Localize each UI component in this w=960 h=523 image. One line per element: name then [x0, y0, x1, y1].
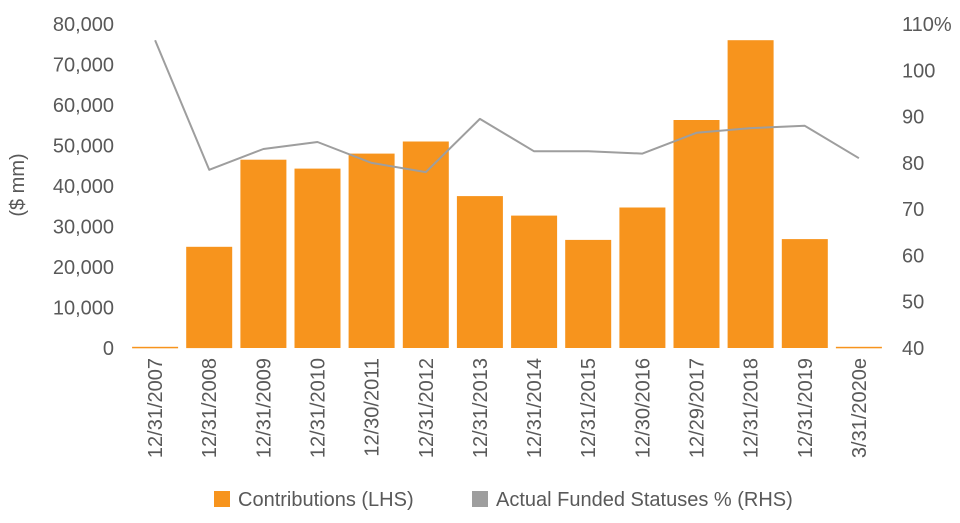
right-tick-label: 90: [902, 107, 924, 129]
right-tick-label: 50: [902, 292, 924, 314]
right-tick-label: 70: [902, 199, 924, 221]
bar-12-30-2011: [348, 153, 395, 348]
bar-12-30-2016: [619, 207, 666, 348]
left-tick-label: 70,000: [53, 55, 114, 77]
bar-12-31-2009: [240, 159, 287, 348]
bars-group: [132, 40, 882, 349]
legend-swatch-funded-status: [472, 491, 488, 507]
left-tick-label: 80,000: [53, 14, 114, 36]
x-tick-label: 12/31/2019: [795, 358, 817, 458]
bar-12-31-2015: [565, 239, 612, 348]
bar-12-31-2008: [186, 246, 233, 349]
right-tick-label: 110%: [902, 14, 952, 36]
left-axis: 0 10,000 20,000 30,000 40,000 50,000 60,000 70,…: [53, 14, 114, 360]
legend-label-funded-status: Actual Funded Statuses % (RHS): [496, 489, 793, 511]
x-tick-label: 12/31/2008: [199, 358, 221, 458]
bar-12-31-2007: [132, 346, 179, 349]
x-tick-label: 12/31/2012: [416, 358, 438, 458]
bar-12-29-2017: [673, 120, 720, 348]
right-tick-label: 80: [902, 153, 924, 175]
x-tick-label: 12/31/2013: [470, 358, 492, 458]
x-tick-label: 3/31/2020e: [849, 358, 871, 458]
x-tick-label: 12/30/2011: [362, 358, 384, 457]
left-tick-label: 50,000: [53, 136, 114, 158]
x-tick-label: 12/31/2018: [741, 358, 763, 458]
x-tick-label: 12/31/2009: [253, 358, 275, 458]
bar-12-31-2014: [511, 215, 558, 348]
legend: Contributions (LHS) Actual Funded Status…: [214, 489, 793, 511]
left-tick-label: 40,000: [53, 176, 114, 198]
x-tick-label: 12/29/2017: [687, 358, 709, 458]
left-tick-label: 30,000: [53, 217, 114, 239]
line-group: [154, 39, 860, 174]
bar-12-31-2018: [727, 40, 774, 348]
bar-12-31-2010: [294, 168, 341, 348]
bar-12-31-2013: [456, 196, 503, 348]
legend-swatch-contributions: [214, 491, 230, 507]
left-tick-label: 60,000: [53, 95, 114, 117]
legend-label-contributions: Contributions (LHS): [238, 489, 414, 511]
funded-status-line: [154, 39, 860, 174]
bar-12-31-2019: [781, 239, 828, 348]
left-tick-label: 10,000: [53, 298, 114, 320]
x-tick-label: 12/31/2010: [308, 358, 330, 458]
x-tick-label: 12/30/2016: [632, 358, 654, 458]
right-axis: 40 50 60 70 80 90 100 110%: [902, 14, 952, 360]
x-axis: 12/31/2007 12/31/2008 12/31/2009 12/31/2010…: [145, 358, 871, 458]
y-axis-label: ($ mm): [7, 153, 29, 216]
left-tick-label: 20,000: [53, 257, 114, 279]
x-tick-label: 12/31/2007: [145, 358, 167, 458]
right-tick-label: 40: [902, 338, 924, 360]
right-tick-label: 100: [902, 60, 935, 82]
x-tick-label: 12/31/2014: [524, 358, 546, 458]
right-tick-label: 60: [902, 245, 924, 267]
x-tick-label: 12/31/2015: [578, 358, 600, 458]
bar-3-31-2020e: [835, 346, 882, 349]
left-tick-label: 0: [103, 338, 114, 360]
bar-12-31-2012: [402, 141, 449, 348]
